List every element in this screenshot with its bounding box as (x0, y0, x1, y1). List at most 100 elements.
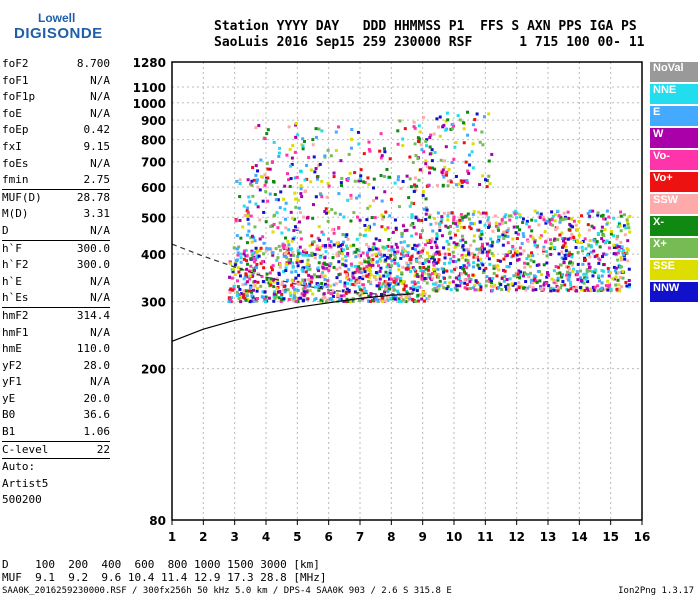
echo-point (596, 284, 600, 288)
echo-point (572, 267, 576, 271)
echo-point (458, 218, 462, 222)
echo-point (518, 215, 522, 219)
echo-point (317, 247, 321, 251)
echo-point (254, 202, 258, 206)
echo-point (507, 285, 511, 289)
echo-point (250, 234, 254, 238)
echo-point (405, 174, 409, 178)
echo-point (568, 267, 572, 271)
echo-point (318, 246, 322, 250)
echo-point (449, 236, 453, 240)
echo-point (493, 214, 497, 218)
x-tick-label: 11 (477, 530, 494, 544)
echo-point (272, 222, 276, 226)
echo-point (297, 273, 301, 277)
echo-point (478, 266, 482, 270)
echo-point (245, 294, 249, 298)
echo-point (496, 264, 500, 268)
echo-point (411, 247, 415, 251)
echo-point (324, 207, 328, 211)
echo-point (500, 276, 504, 280)
echo-point (420, 274, 424, 278)
echo-point (452, 218, 456, 222)
echo-point (421, 249, 425, 253)
echo-point (619, 210, 623, 214)
echo-point (397, 268, 401, 272)
echo-point (433, 270, 437, 274)
echo-point (272, 140, 276, 144)
echo-point (520, 242, 524, 246)
echo-point (302, 215, 306, 219)
echo-point (506, 229, 510, 233)
echo-point (489, 284, 493, 288)
echo-point (323, 277, 327, 281)
echo-point (562, 257, 566, 261)
echo-point (447, 167, 451, 171)
echo-point (421, 115, 425, 119)
echo-point (254, 246, 258, 250)
echo-point (328, 243, 332, 247)
echo-point (396, 289, 400, 293)
echo-point (387, 249, 391, 253)
legend-e: E (650, 106, 698, 126)
echo-point (325, 267, 329, 271)
echo-point (402, 288, 406, 292)
echo-point (564, 256, 568, 260)
echo-point (401, 251, 405, 255)
echo-point (358, 233, 362, 237)
echo-point (616, 271, 620, 275)
echo-point (514, 288, 518, 292)
echo-point (299, 281, 303, 285)
echo-point (410, 201, 414, 205)
echo-point (614, 246, 618, 250)
echo-point (572, 237, 576, 241)
echo-point (262, 241, 266, 245)
echo-point (482, 115, 486, 119)
echo-point (317, 164, 321, 168)
echo-point (325, 195, 329, 199)
x-tick-label: 1 (168, 530, 176, 544)
echo-point (368, 247, 372, 251)
echo-point (467, 171, 471, 175)
echo-point (395, 245, 399, 249)
echo-point (491, 229, 495, 233)
echo-point (396, 175, 400, 179)
param-value: N/A (90, 274, 110, 288)
echo-point (498, 235, 502, 239)
echo-point (297, 296, 301, 300)
echo-point (269, 277, 273, 281)
echo-point (300, 292, 304, 296)
y-tick-label: 300 (141, 296, 166, 310)
echo-point (487, 257, 491, 261)
echo-point (451, 250, 455, 254)
echo-point (356, 280, 360, 284)
echo-point (393, 250, 397, 254)
echo-point (580, 245, 584, 249)
echo-point (515, 211, 519, 215)
echo-point (491, 254, 495, 258)
echo-point (502, 230, 506, 234)
echo-point (433, 258, 437, 262)
echo-point (280, 295, 284, 299)
echo-point (568, 222, 572, 226)
y-tick-label: 1280 (133, 56, 166, 70)
echo-point (246, 214, 250, 218)
echo-point (522, 235, 526, 239)
echo-point (504, 287, 508, 291)
echo-point (627, 267, 631, 271)
echo-point (291, 237, 295, 241)
echo-point (257, 124, 261, 128)
echo-point (583, 237, 587, 241)
echo-point (461, 216, 465, 220)
echo-point (530, 251, 534, 255)
echo-point (484, 266, 488, 270)
echo-point (607, 215, 611, 219)
echo-point (435, 289, 439, 293)
echo-point (406, 251, 410, 255)
echo-point (363, 260, 367, 264)
echo-point (428, 273, 432, 277)
echo-point (392, 297, 396, 301)
echo-point (261, 199, 265, 203)
echo-point (521, 232, 525, 236)
param-row: hmF1 N/A (2, 325, 110, 342)
